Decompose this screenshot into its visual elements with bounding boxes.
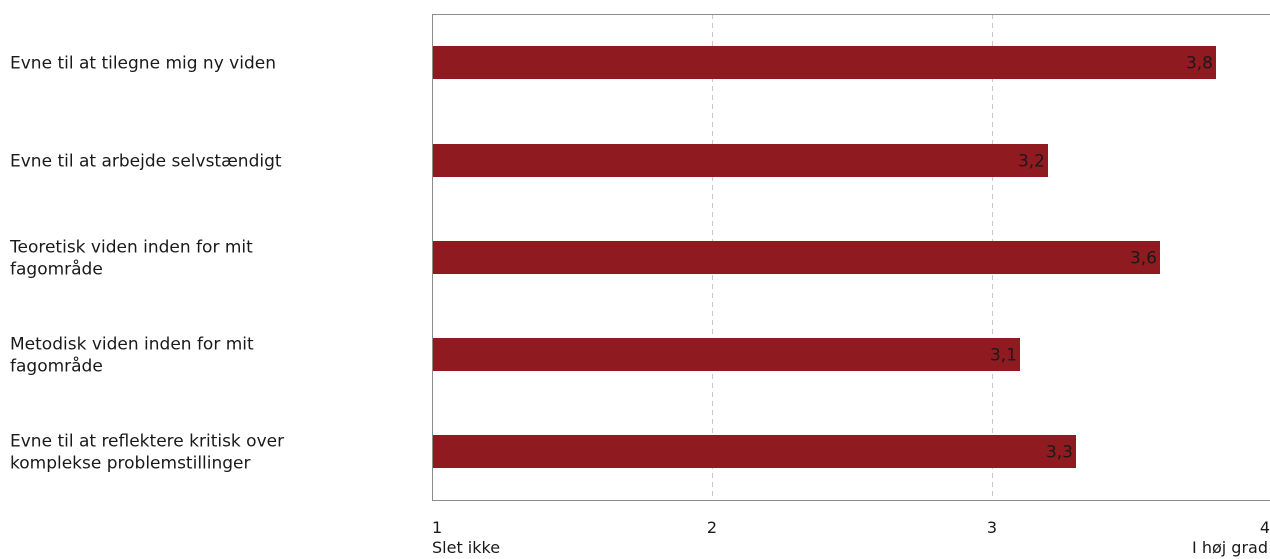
bar-1 <box>433 46 1216 79</box>
category-label-line: Evne til at reflektere kritisk over <box>10 432 284 452</box>
tick-layer: Slet ikke I høj grad 1 2 3 4 <box>432 518 1270 557</box>
x-tick-label-1: 1 <box>432 518 442 537</box>
category-label-line: Evne til at tilegne mig ny viden <box>10 54 276 74</box>
category-label-4: Metodisk viden inden for mit fagområde <box>10 335 254 377</box>
x-tick-label-2: 2 <box>707 518 717 537</box>
category-label-5: Evne til at reflektere kritisk over kompl… <box>10 432 284 474</box>
category-label-2: Evne til at arbejde selvstændigt <box>10 152 282 172</box>
x-axis-min-label: Slet ikke <box>432 538 500 557</box>
bar-5 <box>433 435 1076 468</box>
bar-value-label-3: 3,6 <box>1130 249 1157 269</box>
plot-frame <box>432 14 1270 501</box>
x-tick-label-3: 3 <box>987 518 997 537</box>
bar-layer <box>433 46 1216 468</box>
bar-4 <box>433 338 1020 371</box>
bar-3 <box>433 241 1160 274</box>
label-layer: 3,8 Evne til at tilegne mig ny viden 3,2 Ev… <box>9 54 1213 474</box>
category-label-line: Evne til at arbejde selvstændigt <box>10 152 282 172</box>
bar-value-label-4: 3,1 <box>990 346 1017 366</box>
bar-value-label-2: 3,2 <box>1018 152 1045 172</box>
x-tick-label-4: 4 <box>1260 518 1270 537</box>
axis-layer <box>432 14 1270 501</box>
x-axis-max-label: I høj grad <box>1192 538 1268 557</box>
category-label-line: Teoretisk viden inden for mit <box>9 238 253 258</box>
bar-2 <box>433 144 1048 177</box>
category-label-line: fagområde <box>10 356 103 377</box>
category-label-line: komplekse problemstillinger <box>10 454 251 474</box>
category-label-line: Metodisk viden inden for mit <box>10 335 254 355</box>
bar-value-label-5: 3,3 <box>1046 443 1073 463</box>
category-label-3: Teoretisk viden inden for mit fagområde <box>9 238 253 280</box>
category-label-1: Evne til at tilegne mig ny viden <box>10 54 276 74</box>
category-label-line: fagområde <box>10 259 103 280</box>
bar-value-label-1: 3,8 <box>1186 54 1213 74</box>
